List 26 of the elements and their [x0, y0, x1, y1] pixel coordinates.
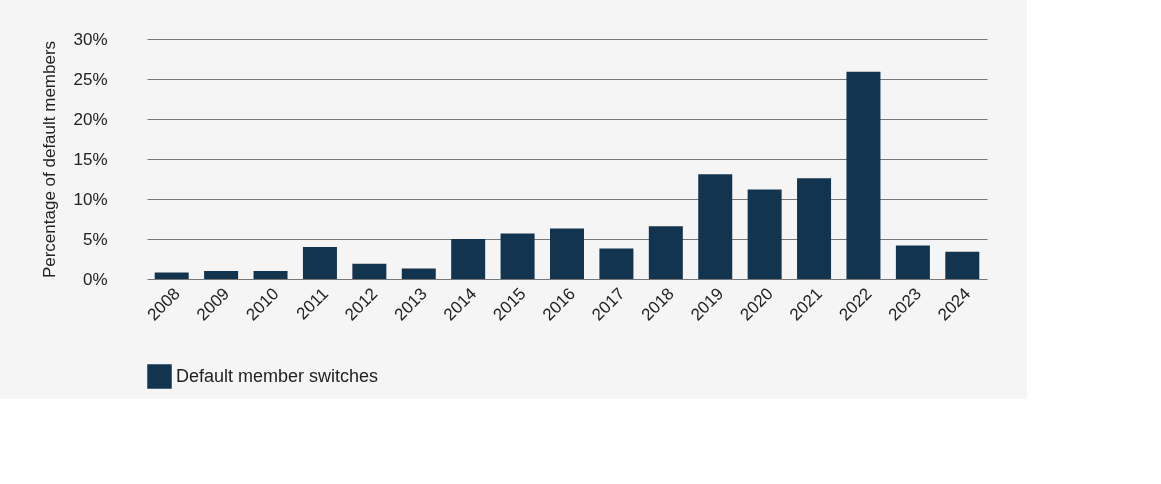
bar [648, 226, 683, 279]
bar [550, 228, 584, 279]
bar [154, 272, 189, 279]
bar [253, 271, 288, 279]
bar [895, 245, 930, 279]
bar [401, 268, 436, 279]
y-axis-title: Percentage of default members [40, 40, 60, 279]
bar [599, 248, 634, 279]
bar [204, 271, 239, 279]
bar [945, 251, 980, 279]
bar [846, 71, 881, 279]
legend-label: Default member switches [176, 365, 379, 386]
bar [747, 189, 782, 279]
bar [698, 174, 733, 279]
bar [500, 233, 535, 279]
bar [451, 239, 486, 279]
y-tick-label: 0% [82, 269, 108, 289]
y-tick-label: 30% [73, 29, 108, 49]
bar [352, 263, 387, 279]
bar [797, 178, 832, 279]
bar [302, 247, 337, 279]
y-tick-label: 20% [73, 109, 108, 129]
y-tick-label: 15% [73, 149, 108, 169]
y-tick-label: 5% [82, 229, 108, 249]
y-tick-label: 25% [73, 69, 108, 89]
y-tick-label: 10% [73, 189, 108, 209]
